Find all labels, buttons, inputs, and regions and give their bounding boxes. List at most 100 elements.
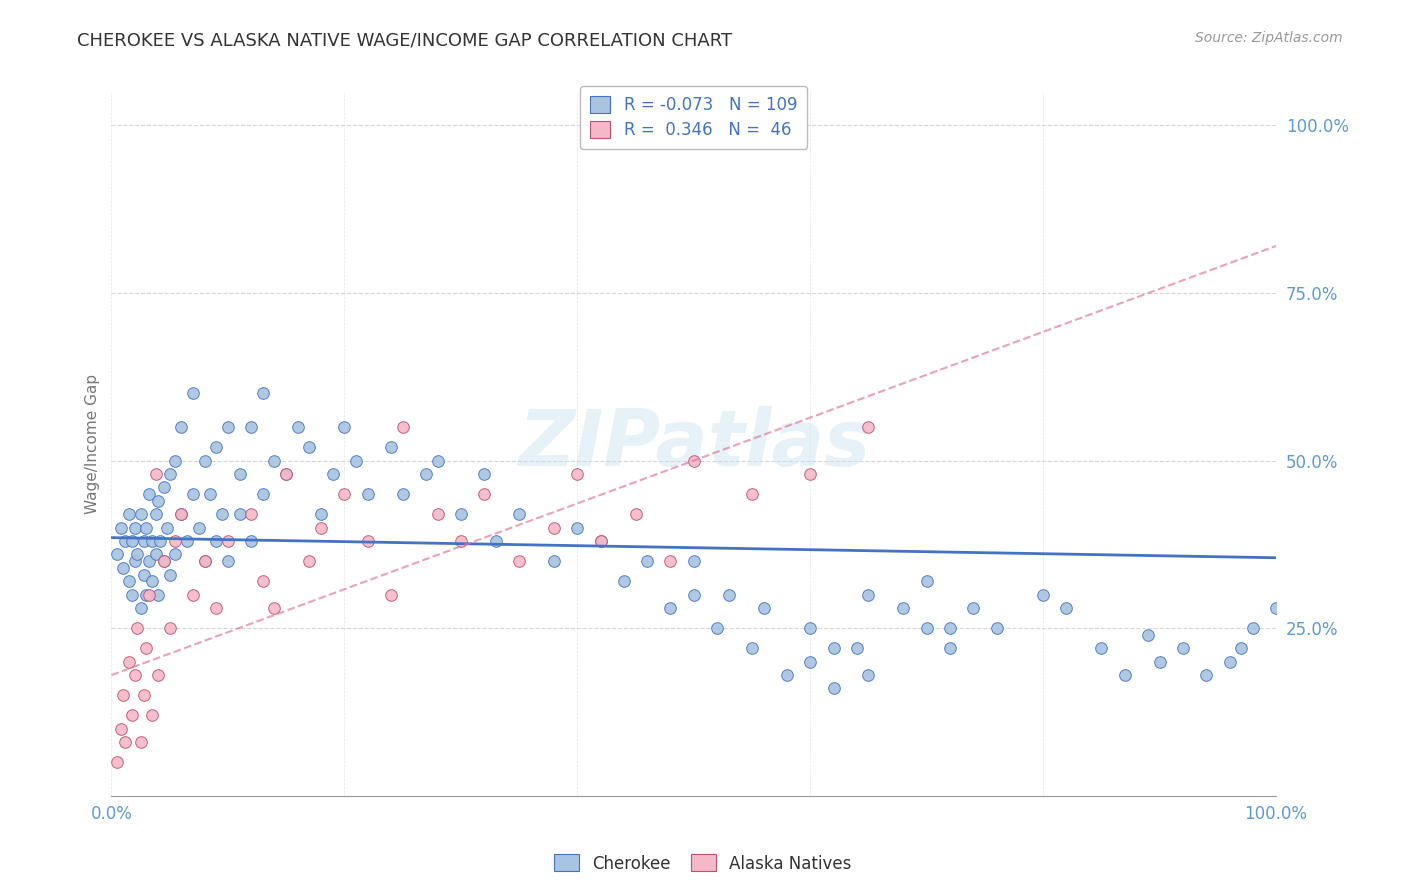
Point [156, 520, 179, 534]
Point [240, 420, 263, 434]
Point [121, 588, 143, 602]
Point [118, 655, 141, 669]
Point [415, 467, 437, 481]
Point [129, 601, 152, 615]
Point [159, 621, 181, 635]
Point [893, 601, 915, 615]
Point [129, 507, 152, 521]
Point [333, 487, 356, 501]
Point [717, 588, 740, 602]
Point [939, 621, 962, 635]
Point [287, 420, 309, 434]
Point [380, 588, 402, 602]
Point [135, 588, 157, 602]
Point [252, 487, 274, 501]
Point [659, 601, 682, 615]
Point [124, 554, 146, 568]
Point [1136, 628, 1159, 642]
Point [426, 453, 449, 467]
Point [799, 655, 821, 669]
Point [141, 533, 163, 548]
Point [165, 533, 187, 548]
Point [309, 507, 332, 521]
Point [322, 467, 344, 481]
Point [105, 756, 128, 770]
Point [121, 708, 143, 723]
Point [181, 588, 204, 602]
Point [799, 621, 821, 635]
Point [138, 487, 160, 501]
Point [1056, 601, 1078, 615]
Point [153, 554, 176, 568]
Point [145, 467, 167, 481]
Point [752, 601, 775, 615]
Point [472, 487, 495, 501]
Point [939, 641, 962, 656]
Point [138, 588, 160, 602]
Point [858, 668, 880, 682]
Point [205, 601, 228, 615]
Point [741, 641, 763, 656]
Point [799, 467, 821, 481]
Point [132, 533, 155, 548]
Point [508, 554, 530, 568]
Point [135, 520, 157, 534]
Point [124, 668, 146, 682]
Point [200, 487, 222, 501]
Point [252, 574, 274, 589]
Point [132, 688, 155, 702]
Point [205, 533, 228, 548]
Point [636, 554, 658, 568]
Point [118, 574, 141, 589]
Point [1114, 668, 1136, 682]
Point [129, 735, 152, 749]
Point [118, 507, 141, 521]
Point [145, 507, 167, 521]
Point [845, 641, 868, 656]
Point [380, 440, 402, 454]
Point [589, 533, 612, 548]
Point [132, 567, 155, 582]
Point [145, 548, 167, 562]
Point [915, 621, 938, 635]
Point [153, 554, 176, 568]
Point [146, 588, 169, 602]
Point [706, 621, 728, 635]
Point [114, 533, 136, 548]
Point [1171, 641, 1194, 656]
Point [181, 386, 204, 401]
Point [309, 520, 332, 534]
Text: Source: ZipAtlas.com: Source: ZipAtlas.com [1195, 31, 1343, 45]
Point [858, 420, 880, 434]
Point [165, 548, 187, 562]
Point [176, 533, 198, 548]
Point [333, 420, 356, 434]
Point [543, 520, 565, 534]
Point [125, 621, 148, 635]
Point [124, 520, 146, 534]
Point [274, 467, 297, 481]
Point [356, 487, 378, 501]
Point [240, 507, 263, 521]
Point [240, 533, 263, 548]
Point [450, 533, 472, 548]
Y-axis label: Wage/Income Gap: Wage/Income Gap [86, 374, 100, 514]
Point [159, 567, 181, 582]
Text: ZIPatlas: ZIPatlas [517, 406, 870, 482]
Point [110, 520, 132, 534]
Point [125, 548, 148, 562]
Point [114, 735, 136, 749]
Point [121, 533, 143, 548]
Point [141, 708, 163, 723]
Point [194, 453, 217, 467]
Point [1218, 655, 1240, 669]
Point [194, 554, 217, 568]
Point [426, 507, 449, 521]
Point [1149, 655, 1171, 669]
Point [194, 554, 217, 568]
Point [613, 574, 636, 589]
Point [962, 601, 984, 615]
Point [1090, 641, 1112, 656]
Point [1195, 668, 1218, 682]
Point [217, 533, 239, 548]
